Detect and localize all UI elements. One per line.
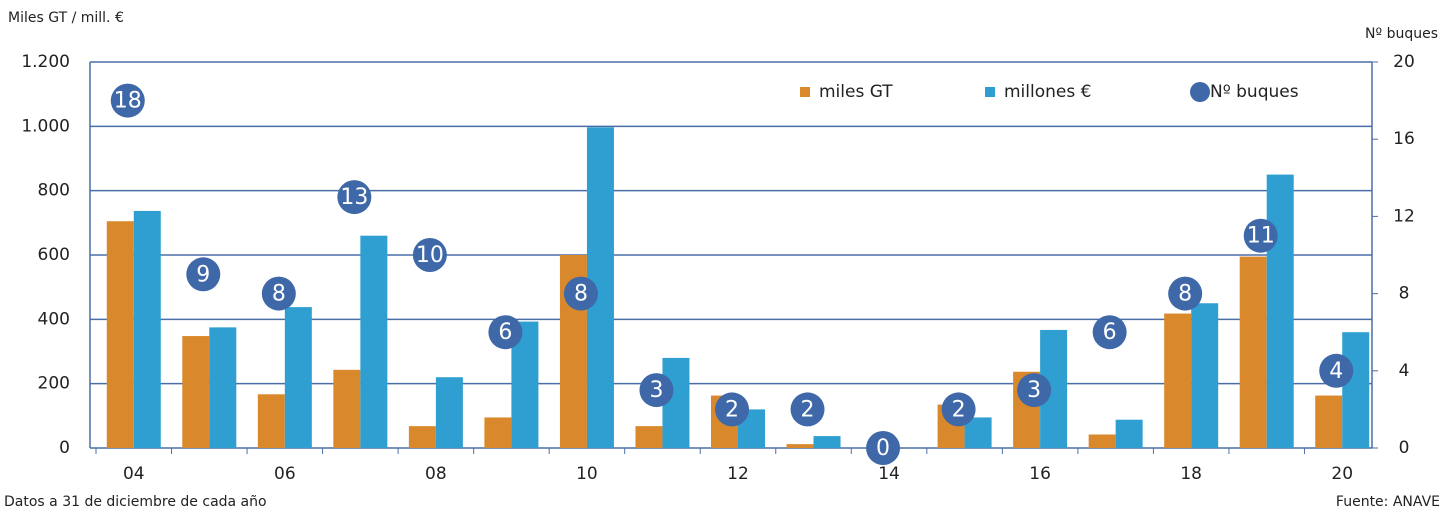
y-tick-label: 800: [38, 181, 70, 201]
legend-swatch: [985, 87, 995, 97]
y2-tick-label: 8: [1399, 284, 1410, 304]
marker: [941, 392, 976, 427]
bar: [209, 327, 237, 448]
x-tick-label: 08: [425, 464, 447, 484]
marker: [110, 83, 145, 118]
marker: [639, 373, 674, 408]
y2-tick-label: 16: [1393, 129, 1415, 149]
data-label: 2: [952, 397, 966, 422]
bar: [408, 426, 436, 448]
data-label: 13: [340, 185, 368, 210]
x-tick-label: 12: [727, 464, 749, 484]
marker: [1092, 315, 1127, 350]
data-label: 10: [416, 243, 444, 268]
y2-axis-label: Nº buques: [1365, 26, 1438, 42]
x-tick-label: 18: [1180, 464, 1202, 484]
data-label: 4: [1329, 359, 1343, 384]
legend-label: Nº buques: [1210, 82, 1299, 102]
bar: [333, 369, 361, 448]
marker: [563, 276, 598, 311]
bar: [133, 210, 161, 448]
data-label: 9: [196, 262, 210, 287]
bar: [182, 336, 210, 448]
data-label: 8: [1178, 282, 1192, 307]
data-label: 2: [801, 397, 815, 422]
data-label: 11: [1247, 224, 1275, 249]
bar: [1315, 395, 1343, 448]
legend-swatch: [800, 87, 810, 97]
x-tick-label: 10: [576, 464, 598, 484]
data-label: 0: [876, 436, 890, 461]
bar: [1115, 419, 1143, 448]
y-tick-label: 400: [38, 309, 70, 329]
x-tick-label: 06: [274, 464, 296, 484]
marker: [488, 315, 523, 350]
data-label: 8: [574, 282, 588, 307]
bar: [284, 307, 312, 448]
marker: [337, 180, 372, 215]
y2-tick-label: 12: [1393, 206, 1415, 226]
legend-swatch: [1190, 82, 1210, 102]
legend-label: miles GT: [819, 82, 893, 102]
y2-tick-label: 0: [1399, 438, 1410, 458]
marker: [866, 431, 901, 465]
bar: [1239, 256, 1267, 448]
marker: [790, 392, 825, 427]
bar: [1342, 332, 1370, 448]
bar: [106, 221, 134, 448]
y2-tick-label: 20: [1393, 52, 1415, 72]
x-tick-label: 14: [878, 464, 900, 484]
data-label: 3: [1027, 378, 1041, 403]
y-tick-label: 0: [59, 438, 70, 458]
marker: [1017, 373, 1052, 408]
note: Datos a 31 de diciembre de cada año: [4, 494, 267, 510]
bar: [635, 426, 663, 448]
marker: [1319, 353, 1354, 388]
marker: [261, 276, 296, 311]
x-tick-label: 20: [1331, 464, 1353, 484]
marker: [1168, 276, 1203, 311]
data-label: 2: [725, 397, 739, 422]
bar: [1164, 313, 1192, 448]
data-label: 6: [498, 320, 512, 345]
y-tick-label: 200: [38, 374, 70, 394]
y-axis-label: Miles GT / mill. €: [8, 10, 124, 26]
bar: [813, 436, 841, 448]
bar: [360, 235, 388, 448]
marker: [186, 257, 221, 292]
marker: [715, 392, 749, 427]
bar: [786, 444, 814, 448]
source: Fuente: ANAVE: [1336, 494, 1440, 510]
bar: [484, 417, 512, 448]
x-tick-label: 16: [1029, 464, 1051, 484]
data-label: 8: [272, 282, 286, 307]
bar: [1266, 174, 1294, 449]
y-tick-label: 1.000: [21, 116, 70, 136]
bar: [1088, 434, 1116, 448]
data-label: 18: [114, 89, 142, 114]
bar: [1191, 303, 1219, 448]
legend-label: millones €: [1004, 82, 1091, 102]
y2-tick-label: 4: [1399, 361, 1410, 381]
marker: [412, 238, 447, 272]
y-tick-label: 600: [38, 245, 70, 265]
data-label: 3: [649, 378, 663, 403]
x-tick-label: 04: [123, 464, 145, 484]
data-label: 6: [1103, 320, 1117, 345]
bar: [257, 394, 285, 448]
bar: [435, 377, 463, 448]
y-tick-label: 1.200: [21, 52, 70, 72]
marker: [1243, 218, 1278, 253]
